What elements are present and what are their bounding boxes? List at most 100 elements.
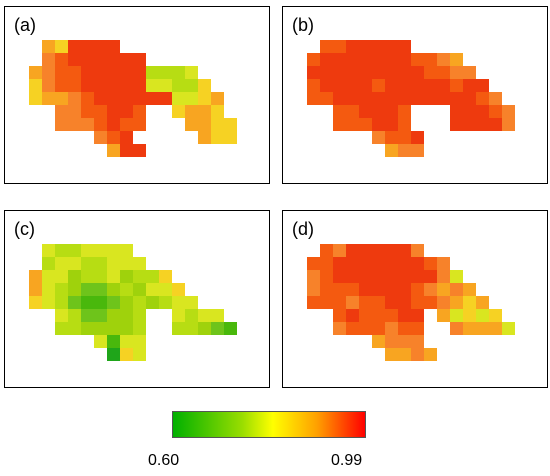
grid-cell [107,131,120,144]
grid-cell [502,105,515,118]
grid-cell [346,79,359,92]
panel-label-c: (c) [14,219,35,239]
grid-cell [94,53,107,66]
grid-cell [411,244,424,257]
grid-map-a [29,40,237,157]
grid-cell [333,296,346,309]
grid-cell [385,335,398,348]
grid-cell [411,92,424,105]
grid-cell [68,92,81,105]
grid-cell [372,40,385,53]
grid-cell [307,270,320,283]
grid-cell [198,322,211,335]
grid-cell [463,79,476,92]
grid-cell [146,79,159,92]
grid-cell [146,66,159,79]
grid-cell [55,296,68,309]
grid-cell [333,118,346,131]
grid-cell [385,270,398,283]
grid-cell [372,118,385,131]
grid-cell [320,244,333,257]
grid-cell [437,296,450,309]
grid-cell [81,244,94,257]
grid-cell [29,283,42,296]
grid-cell [42,296,55,309]
grid-cell [172,309,185,322]
grid-cell [372,66,385,79]
map-panel-d: (d) [282,210,548,388]
panel-label-b: (b) [292,15,314,35]
grid-cell [333,66,346,79]
grid-cell [411,296,424,309]
grid-cell [159,92,172,105]
grid-cell [29,296,42,309]
grid-cell [224,118,237,131]
grid-cell [120,118,133,131]
grid-cell [398,66,411,79]
grid-cell [120,257,133,270]
grid-cell [94,309,107,322]
grid-cell [107,335,120,348]
grid-cell [411,348,424,361]
grid-cell [346,270,359,283]
map-panel-a: (a) [4,6,270,184]
grid-cell [107,283,120,296]
grid-cell [107,144,120,157]
grid-cell [372,53,385,66]
grid-cell [398,244,411,257]
grid-cell [333,53,346,66]
grid-cell [424,257,437,270]
grid-cell [146,296,159,309]
grid-cell [450,322,463,335]
grid-cell [107,53,120,66]
grid-cell [42,283,55,296]
grid-cell [133,118,146,131]
grid-cell [107,244,120,257]
grid-cell [398,335,411,348]
grid-cell [450,118,463,131]
grid-cell [385,105,398,118]
grid-cell [81,296,94,309]
grid-cell [346,244,359,257]
grid-cell [307,296,320,309]
grid-cell [333,40,346,53]
grid-cell [29,92,42,105]
grid-cell [107,105,120,118]
grid-cell [133,53,146,66]
grid-cell [120,296,133,309]
grid-cell [120,92,133,105]
grid-map-d [307,244,515,361]
grid-cell [346,322,359,335]
grid-cell [107,257,120,270]
grid-cell [489,309,502,322]
grid-cell [68,66,81,79]
grid-cell [346,105,359,118]
grid-cell [133,66,146,79]
grid-cell [185,105,198,118]
grid-cell [185,79,198,92]
grid-cell [133,79,146,92]
grid-cell [29,270,42,283]
grid-cell [333,322,346,335]
grid-cell [120,144,133,157]
grid-cell [307,53,320,66]
grid-cell [42,53,55,66]
grid-cell [159,270,172,283]
grid-cell [68,105,81,118]
grid-cell [450,309,463,322]
grid-cell [94,105,107,118]
grid-cell [42,40,55,53]
grid-cell [211,105,224,118]
grid-cell [346,53,359,66]
grid-map-c [29,244,237,361]
grid-cell [107,322,120,335]
grid-cell [133,283,146,296]
grid-cell [320,40,333,53]
grid-cell [133,105,146,118]
grid-cell [107,79,120,92]
grid-cell [120,105,133,118]
grid-cell [450,66,463,79]
grid-cell [307,66,320,79]
grid-cell [94,66,107,79]
grid-cell [398,118,411,131]
